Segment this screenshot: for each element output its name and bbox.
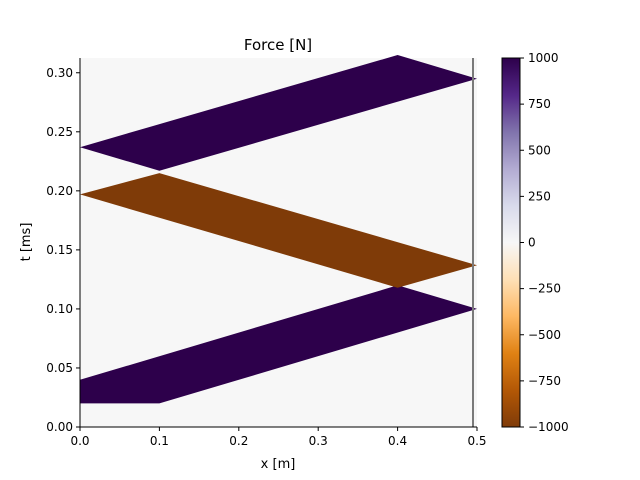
chart-title: Force [N]	[244, 36, 312, 54]
colorbar-tick-label: 0	[528, 236, 536, 250]
y-tick-label: 0.30	[46, 66, 73, 80]
heatmap-plot-area	[79, 55, 477, 428]
colorbar-tick-label: 500	[528, 143, 551, 157]
colorbar-tick-label: −250	[528, 282, 561, 296]
x-tick-label: 0.1	[150, 434, 169, 448]
colorbar-tick-label: −750	[528, 374, 561, 388]
colorbar-tick-label: −1000	[528, 420, 569, 434]
y-axis: 0.00 0.05 0.10 0.15 0.20 0.25 0.30	[46, 66, 80, 434]
y-tick-label: 0.00	[46, 420, 73, 434]
colorbar-tick-label: 750	[528, 97, 551, 111]
colorbar-tick-label: 250	[528, 189, 551, 203]
y-tick-label: 0.05	[46, 361, 73, 375]
y-tick-label: 0.20	[46, 184, 73, 198]
x-tick-label: 0.0	[70, 434, 89, 448]
x-tick-label: 0.4	[388, 434, 407, 448]
colorbar-gradient	[501, 57, 521, 428]
y-tick-label: 0.25	[46, 125, 73, 139]
x-tick-label: 0.5	[467, 434, 486, 448]
colorbar-tick-label: 1000	[528, 51, 559, 65]
x-tick-label: 0.3	[309, 434, 328, 448]
force-band-1	[80, 285, 477, 427]
x-axis-label: x [m]	[261, 457, 296, 472]
y-tick-label: 0.10	[46, 302, 73, 316]
x-axis: 0.0 0.1 0.2 0.3 0.4 0.5	[70, 427, 487, 448]
force-band-2	[80, 173, 477, 288]
x-tick-label: 0.2	[229, 434, 248, 448]
force-band-3	[80, 55, 477, 171]
y-tick-label: 0.15	[46, 243, 73, 257]
colorbar-tick-label: −500	[528, 328, 561, 342]
colorbar: 1000 750 500 250 0 −250 −500 −750 −1000	[501, 51, 569, 434]
y-axis-label: t [ms]	[19, 223, 34, 262]
